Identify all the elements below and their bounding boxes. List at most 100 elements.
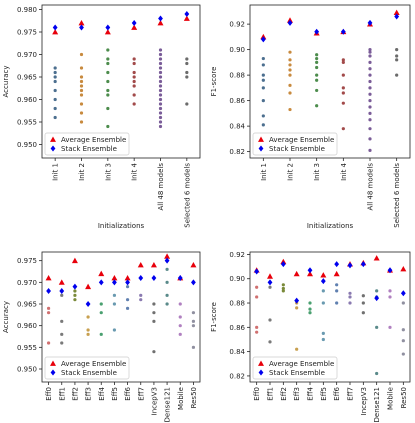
- model-point: [321, 331, 325, 336]
- model-point: [79, 111, 84, 115]
- x-tick-label: Dense121: [164, 387, 172, 422]
- legend-label: Average Ensemble: [61, 136, 126, 144]
- model-point: [395, 54, 399, 58]
- model-point: [368, 99, 372, 103]
- model-point: [315, 104, 319, 108]
- model-point: [178, 332, 182, 336]
- model-point: [112, 302, 117, 306]
- y-tick-label: 0.88: [229, 300, 245, 308]
- model-point: [288, 50, 292, 54]
- x-tick-label: Eff1: [267, 387, 275, 401]
- y-tick-label: 0.82: [229, 148, 245, 156]
- y-tick-label: 0.84: [229, 123, 245, 131]
- model-point: [158, 84, 163, 88]
- model-point: [185, 102, 189, 106]
- model-point: [60, 319, 64, 323]
- y-axis-label: Accuracy: [2, 66, 10, 98]
- ensemble-marker: [98, 279, 104, 286]
- x-tick-label: Init 1: [260, 163, 268, 181]
- model-point: [60, 332, 64, 336]
- ensemble-marker: [124, 275, 131, 281]
- ensemble-marker: [111, 275, 118, 281]
- ensemble-marker: [131, 24, 138, 30]
- model-point: [368, 73, 372, 77]
- ensemble-marker: [190, 262, 197, 268]
- model-point: [368, 148, 372, 152]
- ensemble-marker: [131, 20, 137, 26]
- y-tick-label: 0.975: [17, 29, 37, 37]
- ensemble-marker: [164, 253, 171, 259]
- ensemble-marker: [393, 9, 400, 16]
- x-tick-label: Eff1: [58, 387, 66, 401]
- y-axis-label: F1-score: [210, 302, 218, 332]
- x-tick-label: Res50: [400, 387, 408, 408]
- y-tick-label: 0.950: [17, 366, 37, 374]
- x-tick-label: Res50: [190, 387, 198, 408]
- legend-marker: [258, 369, 264, 376]
- model-point: [53, 66, 57, 70]
- model-point: [288, 83, 292, 87]
- model-point: [315, 53, 319, 57]
- model-point: [361, 294, 365, 298]
- x-tick-label: Eff2: [71, 387, 79, 401]
- model-point: [315, 73, 319, 77]
- x-tick-label: Eff7: [137, 387, 145, 401]
- legend-label: Average Ensemble: [269, 360, 334, 368]
- model-point: [315, 60, 319, 64]
- y-tick-label: 0.975: [17, 257, 37, 265]
- model-point: [106, 61, 110, 66]
- model-point: [401, 352, 405, 356]
- model-point: [375, 289, 379, 293]
- model-point: [106, 70, 110, 75]
- ensemble-marker: [360, 261, 366, 268]
- y-tick-label: 0.960: [17, 322, 37, 330]
- x-tick-label: Selected 6 models: [393, 163, 401, 228]
- legend-label: Stack Ensemble: [269, 145, 325, 153]
- model-point: [112, 293, 117, 297]
- ensemble-marker: [112, 279, 117, 286]
- model-point: [106, 88, 110, 93]
- model-point: [191, 345, 196, 349]
- x-axis-label: Initializations: [307, 222, 354, 230]
- model-point: [165, 280, 169, 284]
- model-point: [348, 301, 352, 305]
- model-point: [368, 118, 372, 122]
- model-point: [261, 63, 265, 67]
- legend-marker: [258, 360, 264, 366]
- x-tick-label: IncepV3: [360, 387, 368, 415]
- model-point: [361, 311, 365, 315]
- ensemble-marker: [183, 15, 190, 21]
- x-tick-label: Eff3: [85, 387, 93, 401]
- model-point: [191, 324, 196, 328]
- model-point: [53, 75, 57, 79]
- model-point: [112, 328, 117, 332]
- legend-box: [252, 132, 338, 156]
- model-point: [79, 52, 84, 57]
- y-tick-label: 0.955: [17, 119, 37, 127]
- ensemble-marker: [340, 28, 346, 35]
- model-point: [288, 91, 292, 95]
- model-point: [268, 318, 272, 322]
- ensemble-marker: [58, 279, 65, 285]
- x-tick-label: Eff6: [124, 386, 132, 400]
- ensemble-marker: [125, 279, 130, 286]
- model-point: [335, 301, 339, 305]
- y-tick-label: 0.88: [229, 72, 245, 80]
- ensemble-marker: [191, 279, 196, 286]
- model-point: [185, 70, 189, 75]
- model-point: [99, 332, 103, 336]
- x-tick-label: Mobile: [177, 387, 185, 410]
- model-point: [281, 289, 285, 293]
- model-point: [281, 286, 285, 291]
- model-point: [388, 325, 392, 329]
- ensemble-marker: [150, 262, 157, 268]
- model-point: [158, 61, 163, 66]
- y-tick-label: 0.90: [229, 275, 245, 283]
- model-point: [125, 285, 130, 289]
- model-point: [79, 120, 84, 124]
- model-point: [368, 48, 372, 52]
- x-tick-label: Init 2: [78, 163, 86, 181]
- model-point: [106, 93, 110, 97]
- model-point: [132, 102, 136, 106]
